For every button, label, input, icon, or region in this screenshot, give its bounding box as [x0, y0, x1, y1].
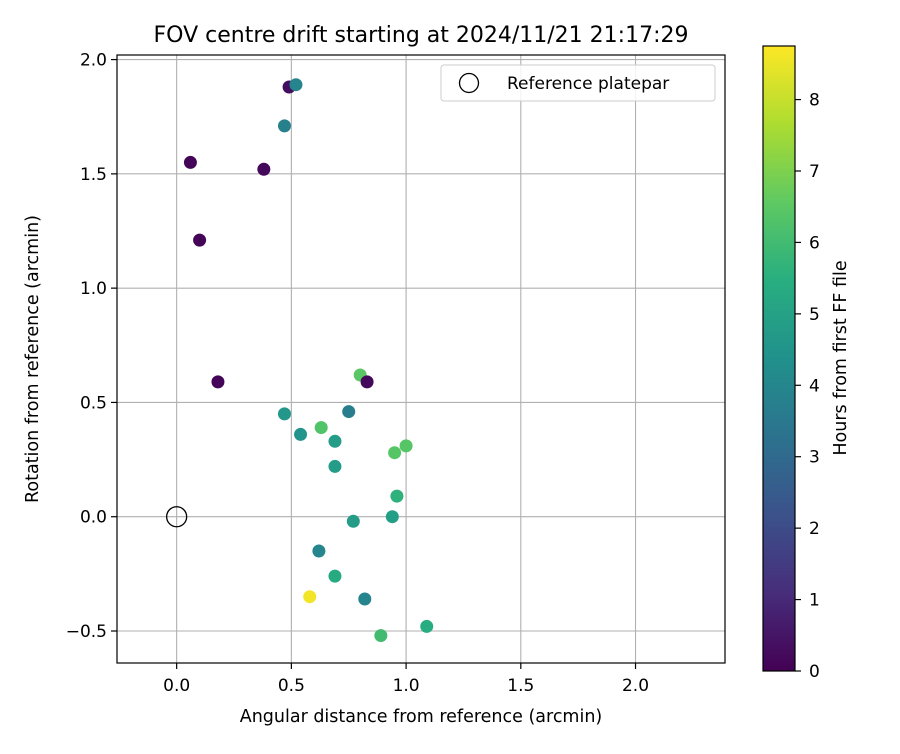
x-axis-label: Angular distance from reference (arcmin) [240, 707, 603, 727]
x-tick-label: 1.0 [393, 676, 420, 696]
colorbar-label: Hours from first FF file [831, 260, 851, 455]
legend-label-reference: Reference platepar [507, 74, 669, 94]
colorbar-tick-label: 3 [809, 448, 820, 468]
data-point [257, 162, 271, 176]
data-point [277, 407, 291, 421]
data-point [374, 629, 388, 643]
legend-box [440, 64, 716, 102]
data-point [211, 375, 225, 389]
data-point [328, 459, 342, 473]
data-point [277, 119, 291, 133]
x-tick-label: 2.0 [622, 676, 649, 696]
data-point [314, 421, 328, 435]
data-point [328, 569, 342, 583]
data-point [399, 439, 413, 453]
plot-area-frame [116, 54, 726, 664]
legend-marker-reference [458, 72, 480, 94]
data-point [303, 590, 317, 604]
data-point [193, 233, 207, 247]
grid-lines [117, 55, 725, 663]
y-axis-ticks: −0.5 0.0 0.5 1.0 1.5 2.0 [66, 51, 117, 642]
data-point [385, 510, 399, 524]
colorbar-tick-label: 1 [809, 591, 820, 611]
data-point [360, 375, 374, 389]
y-tick-label: −0.5 [66, 622, 107, 642]
x-tick-label: 1.5 [507, 676, 534, 696]
data-point [388, 446, 402, 460]
y-tick-label: 2.0 [80, 51, 107, 71]
data-point [183, 155, 197, 169]
colorbar-tick-label: 4 [809, 376, 820, 396]
colorbar-tick-label: 5 [809, 305, 820, 325]
colorbar-gradient [763, 46, 795, 671]
data-point [312, 544, 326, 558]
chart-title: FOV centre drift starting at 2024/11/21 … [154, 23, 689, 48]
colorbar-tick-label: 7 [809, 162, 820, 182]
data-point [342, 405, 356, 419]
data-point [328, 434, 342, 448]
x-axis-ticks: 0.0 0.5 1.0 1.5 2.0 [163, 663, 649, 696]
colorbar-frame [762, 45, 796, 672]
x-tick-label: 0.0 [163, 676, 190, 696]
reference-platepar-marker [166, 506, 188, 528]
y-axis-label: Rotation from reference (arcmin) [23, 215, 43, 503]
colorbar-ticks: 0 1 2 3 4 5 6 7 8 [795, 91, 820, 682]
data-point [420, 619, 434, 633]
colorbar-tick-label: 6 [809, 233, 820, 253]
y-tick-label: 0.0 [80, 508, 107, 528]
colorbar-tick-label: 0 [809, 662, 820, 682]
y-tick-label: 1.5 [80, 165, 107, 185]
y-tick-label: 1.0 [80, 279, 107, 299]
data-point [289, 78, 303, 92]
x-tick-label: 0.5 [278, 676, 305, 696]
colorbar-tick-label: 2 [809, 519, 820, 539]
data-point [346, 514, 360, 528]
data-points [166, 78, 434, 643]
data-point [358, 592, 372, 606]
y-tick-label: 0.5 [80, 393, 107, 413]
colorbar-tick-label: 8 [809, 91, 820, 111]
legend: Reference platepar [440, 64, 716, 102]
colorbar: 0 1 2 3 4 5 6 7 8 Hours from first FF file [762, 45, 851, 682]
data-point [390, 489, 404, 503]
data-point [294, 427, 308, 441]
